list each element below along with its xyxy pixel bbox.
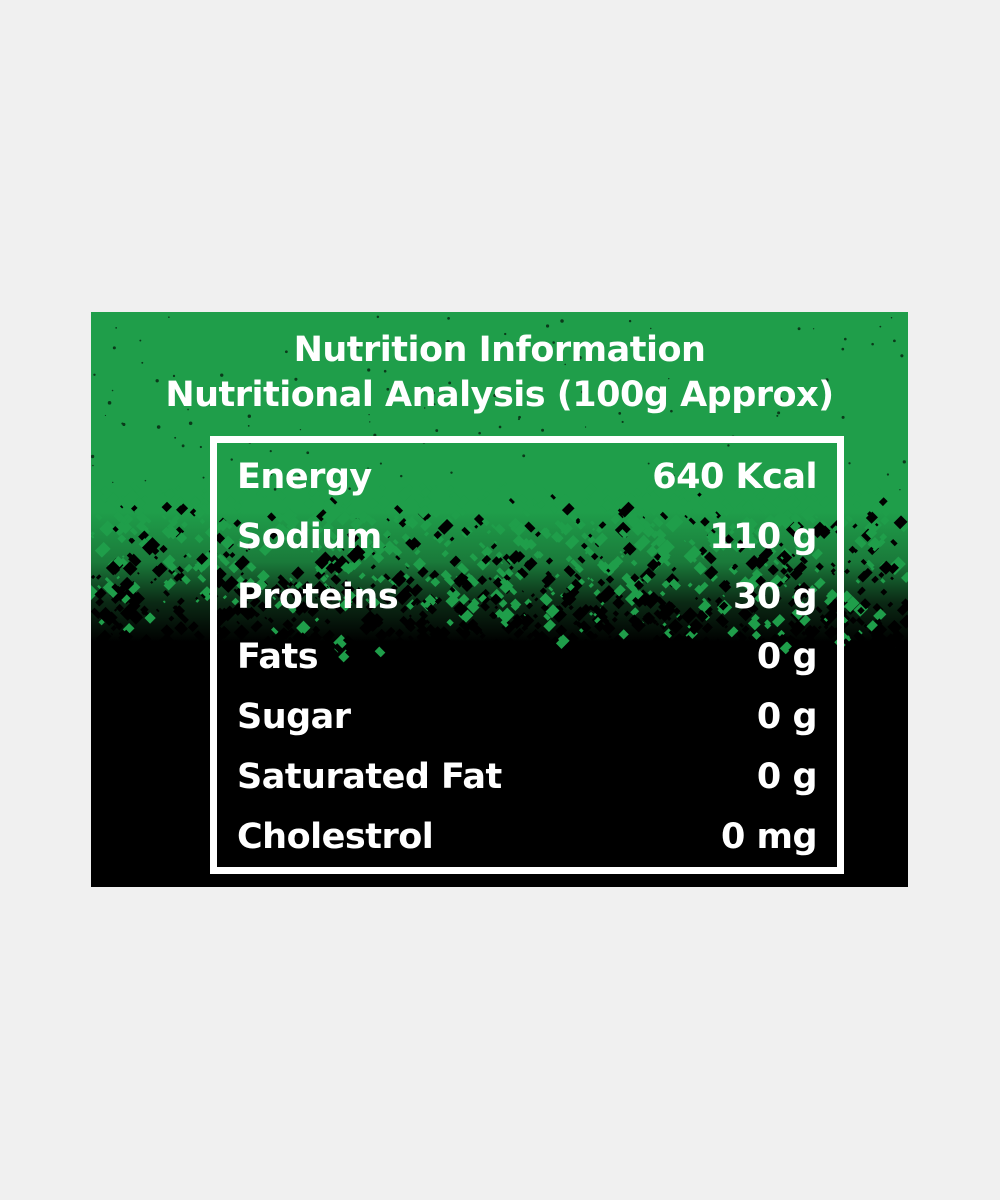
nutrition-row: Fats 0 g: [237, 627, 818, 687]
nutrition-row: Cholestrol 0 mg: [237, 807, 818, 867]
nutrition-row: Sugar 0 g: [237, 687, 818, 747]
nutrition-row: Energy 640 Kcal: [237, 447, 817, 507]
nutrient-value: 0 g: [756, 757, 818, 797]
nutrient-name: Sodium: [237, 517, 382, 557]
nutrient-name: Cholestrol: [237, 817, 434, 857]
nutrient-name: Energy: [237, 457, 372, 497]
nutrient-value: 0 g: [756, 697, 818, 737]
label-subtitle: Nutritional Analysis (100g Approx): [165, 375, 834, 415]
nutrition-row: Saturated Fat 0 g: [237, 747, 818, 807]
label-title: Nutrition Information: [293, 330, 706, 370]
nutrient-name: Saturated Fat: [237, 757, 502, 797]
nutrient-name: Sugar: [237, 697, 351, 737]
nutrition-table: Energy 640 Kcal Sodium 110 g Proteins 30 g Fat…: [210, 436, 844, 874]
nutrient-name: Fats: [237, 637, 319, 677]
nutrient-value: 0 g: [756, 637, 818, 677]
nutrient-value: 30 g: [733, 577, 817, 617]
nutrition-row: Sodium 110 g: [237, 507, 817, 567]
nutrient-value: 110 g: [709, 517, 817, 557]
grunge-texture: [91, 315, 908, 670]
nutrition-row: Proteins 30 g: [237, 567, 817, 627]
nutrition-label: Nutrition Information Nutritional Analys…: [91, 312, 908, 887]
nutrient-name: Proteins: [237, 577, 399, 617]
nutrient-value: 640 Kcal: [652, 457, 817, 497]
nutrient-value: 0 mg: [720, 817, 818, 857]
